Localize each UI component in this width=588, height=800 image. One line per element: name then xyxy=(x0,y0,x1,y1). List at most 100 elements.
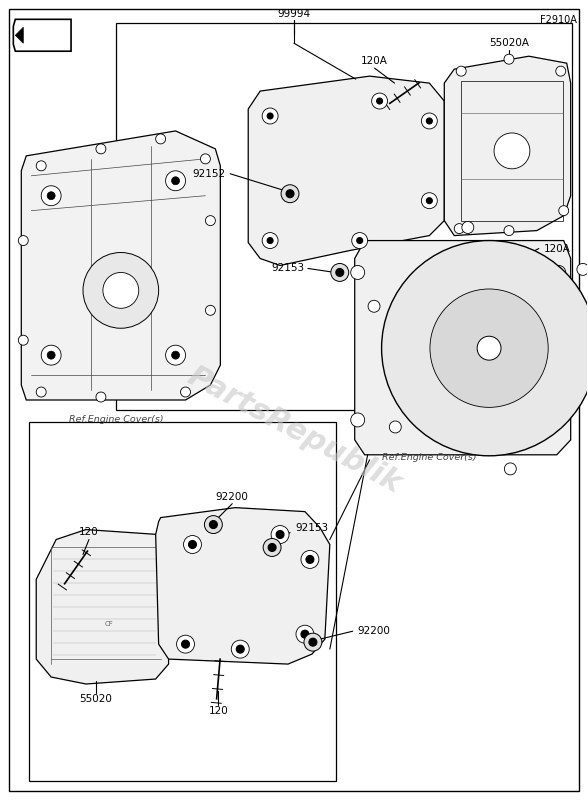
Circle shape xyxy=(462,222,474,234)
Text: 120A: 120A xyxy=(361,56,388,66)
Circle shape xyxy=(350,266,365,279)
Polygon shape xyxy=(36,530,169,684)
Circle shape xyxy=(422,113,437,129)
Circle shape xyxy=(166,345,186,365)
Circle shape xyxy=(477,336,501,360)
Circle shape xyxy=(296,626,314,643)
Circle shape xyxy=(552,266,566,279)
Text: Ref.Engine Cover(s): Ref.Engine Cover(s) xyxy=(382,454,477,462)
Circle shape xyxy=(262,233,278,249)
Circle shape xyxy=(41,186,61,206)
Text: 99994: 99994 xyxy=(278,10,310,19)
Circle shape xyxy=(267,113,273,119)
Circle shape xyxy=(96,392,106,402)
Circle shape xyxy=(372,93,387,109)
Circle shape xyxy=(205,216,215,226)
Circle shape xyxy=(400,314,409,322)
Text: 120: 120 xyxy=(209,706,228,716)
Text: F2910A: F2910A xyxy=(540,15,577,26)
Circle shape xyxy=(172,351,179,359)
Circle shape xyxy=(504,226,514,235)
Circle shape xyxy=(350,413,365,427)
Circle shape xyxy=(494,133,530,169)
Polygon shape xyxy=(21,131,221,400)
Polygon shape xyxy=(15,27,24,43)
Circle shape xyxy=(103,273,139,308)
Circle shape xyxy=(176,635,195,653)
Circle shape xyxy=(166,170,186,190)
Polygon shape xyxy=(248,76,445,266)
Circle shape xyxy=(382,241,588,456)
Circle shape xyxy=(231,640,249,658)
Circle shape xyxy=(331,263,349,282)
Text: PartsRepublik: PartsRepublik xyxy=(182,361,406,498)
Circle shape xyxy=(18,335,28,345)
Circle shape xyxy=(368,300,380,312)
Bar xyxy=(29,422,336,781)
Circle shape xyxy=(182,640,189,648)
Circle shape xyxy=(426,118,432,124)
Circle shape xyxy=(156,134,166,144)
Circle shape xyxy=(559,206,569,216)
Circle shape xyxy=(83,253,159,328)
Text: 120A: 120A xyxy=(544,243,571,254)
Circle shape xyxy=(426,198,432,204)
Circle shape xyxy=(556,66,566,76)
Circle shape xyxy=(276,530,284,538)
Bar xyxy=(461,81,563,221)
Text: 55020A: 55020A xyxy=(489,38,529,48)
Circle shape xyxy=(430,289,548,407)
Circle shape xyxy=(357,238,363,243)
Circle shape xyxy=(201,154,211,164)
Circle shape xyxy=(504,54,514,64)
Text: 92200: 92200 xyxy=(216,492,249,502)
Circle shape xyxy=(301,630,309,638)
Text: FRONT: FRONT xyxy=(27,30,67,40)
Circle shape xyxy=(268,543,276,551)
Polygon shape xyxy=(14,19,71,51)
Bar xyxy=(116,23,572,410)
Circle shape xyxy=(304,633,322,651)
Circle shape xyxy=(183,535,202,554)
Circle shape xyxy=(552,413,566,427)
Circle shape xyxy=(262,108,278,124)
Circle shape xyxy=(205,515,222,534)
Circle shape xyxy=(286,190,294,198)
Circle shape xyxy=(236,645,244,653)
Polygon shape xyxy=(355,241,571,455)
Text: 92152: 92152 xyxy=(192,169,225,178)
Circle shape xyxy=(47,192,55,200)
Circle shape xyxy=(181,387,191,397)
Circle shape xyxy=(577,263,588,275)
Circle shape xyxy=(36,387,46,397)
Circle shape xyxy=(376,98,383,104)
Circle shape xyxy=(281,185,299,202)
Circle shape xyxy=(396,310,413,327)
Circle shape xyxy=(306,555,314,563)
Text: 120: 120 xyxy=(79,526,99,537)
Circle shape xyxy=(36,161,46,170)
Circle shape xyxy=(336,269,344,277)
Text: CF: CF xyxy=(105,622,113,627)
Circle shape xyxy=(455,224,464,234)
Circle shape xyxy=(41,345,61,365)
Circle shape xyxy=(422,193,437,209)
Circle shape xyxy=(456,66,466,76)
Circle shape xyxy=(267,238,273,243)
Circle shape xyxy=(301,550,319,569)
Circle shape xyxy=(96,144,106,154)
Text: 92153: 92153 xyxy=(295,522,328,533)
Text: Ref.Engine Cover(s): Ref.Engine Cover(s) xyxy=(69,415,163,425)
Circle shape xyxy=(205,306,215,315)
Circle shape xyxy=(209,521,218,529)
Circle shape xyxy=(352,233,368,249)
Text: 55020: 55020 xyxy=(79,694,112,704)
Text: 92200: 92200 xyxy=(358,626,390,636)
Circle shape xyxy=(309,638,317,646)
Polygon shape xyxy=(445,56,571,235)
Circle shape xyxy=(172,177,179,185)
Circle shape xyxy=(389,421,401,433)
Text: 92152: 92152 xyxy=(435,327,467,338)
Circle shape xyxy=(263,538,281,557)
Circle shape xyxy=(505,463,516,475)
